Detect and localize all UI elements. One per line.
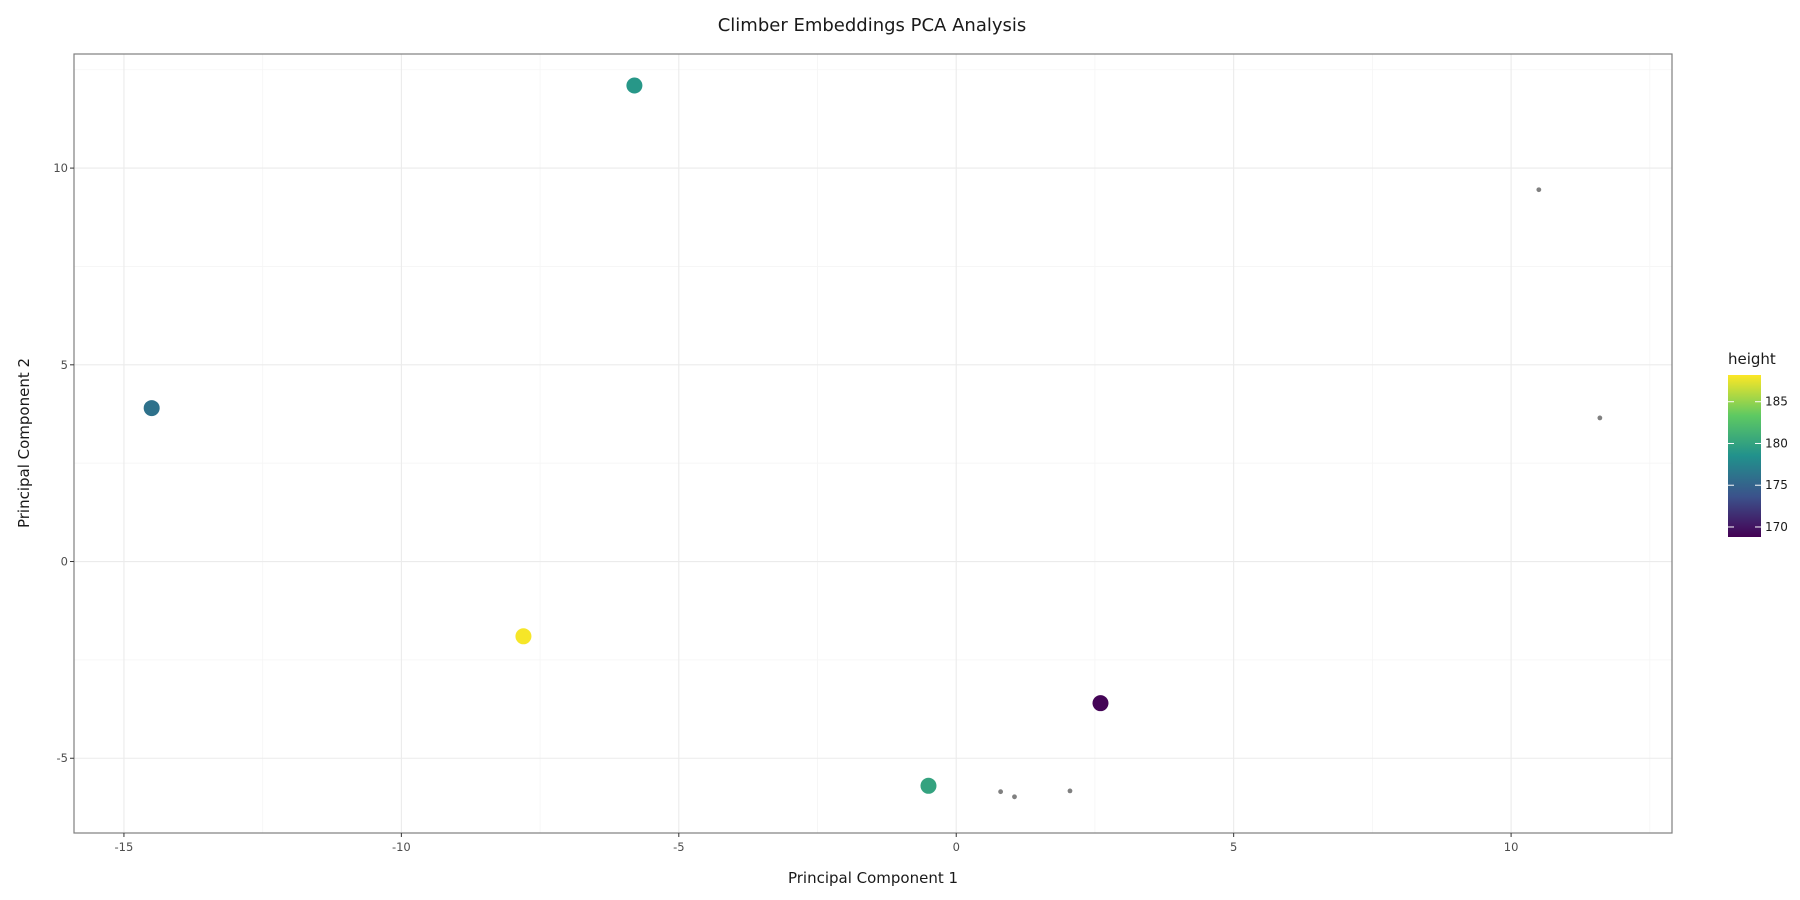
data-point	[143, 400, 160, 417]
data-point-missing	[1597, 415, 1603, 421]
legend-title: height	[1728, 350, 1776, 368]
color-legend: height 170 175 180 185	[1728, 350, 1788, 537]
colorbar-tick-label: 175	[1765, 478, 1788, 492]
y-tick-label: 5	[61, 358, 68, 372]
colorbar-tick-label: 180	[1765, 436, 1788, 450]
data-point-missing	[1536, 187, 1542, 193]
data-point	[920, 777, 937, 794]
x-tick-label: 10	[1504, 840, 1519, 854]
x-axis-ticks: -15 -10 -5 0 5 10	[115, 833, 1519, 854]
chart-title: Climber Embeddings PCA Analysis	[718, 15, 1027, 36]
data-point	[515, 628, 532, 645]
colorbar	[1728, 375, 1761, 537]
y-axis-label: Principal Component 2	[15, 358, 33, 528]
data-point	[626, 77, 643, 94]
data-point-missing	[1067, 788, 1073, 794]
x-tick-label: 0	[953, 840, 960, 854]
x-tick-label: -15	[115, 840, 134, 854]
colorbar-tick-label: 170	[1765, 520, 1788, 534]
y-tick-label: -5	[57, 751, 68, 765]
plot-panel	[73, 53, 1673, 834]
data-point-missing	[1012, 794, 1017, 800]
y-tick-label: 0	[61, 555, 68, 569]
x-tick-label: -5	[673, 840, 684, 854]
x-tick-label: -10	[392, 840, 411, 854]
grid-lines	[74, 54, 1672, 833]
y-axis-ticks: -5 0 5 10	[53, 161, 74, 765]
data-point-missing	[998, 789, 1004, 795]
data-points	[143, 77, 1603, 800]
x-tick-label: 5	[1230, 840, 1237, 854]
x-axis-label: Principal Component 1	[788, 869, 958, 887]
colorbar-tick-label: 185	[1765, 395, 1788, 409]
colorbar-ticks: 170 175 180 185	[1728, 395, 1788, 534]
y-tick-label: 10	[53, 161, 68, 175]
data-point	[1092, 695, 1109, 712]
